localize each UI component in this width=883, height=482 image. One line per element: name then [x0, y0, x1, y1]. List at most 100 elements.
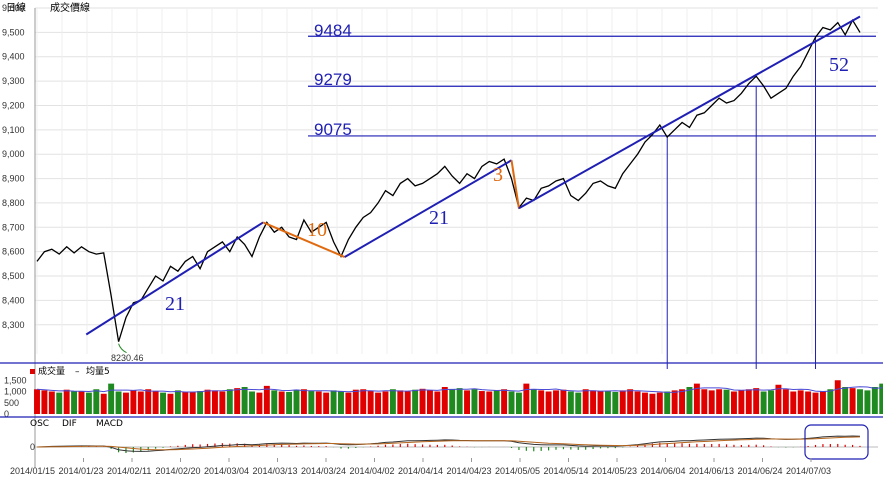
trend-line — [518, 15, 861, 210]
volume-bar — [538, 390, 545, 414]
level-label-9279: 9279 — [314, 70, 352, 89]
volume-bar — [590, 390, 597, 414]
date-tick-label: 2014/06/24 — [738, 466, 783, 476]
volume-bar — [330, 390, 337, 414]
volume-bar — [819, 391, 826, 414]
volume-bar — [85, 392, 92, 414]
level-label-9484: 9484 — [314, 21, 352, 40]
date-tick-label: 2014/04/14 — [398, 466, 443, 476]
volume-bar — [782, 389, 789, 414]
volume-bar — [419, 388, 426, 414]
date-tick-label: 2014/04/23 — [447, 466, 492, 476]
price-tick-label: 9,500 — [2, 27, 25, 37]
volume-bar — [486, 391, 493, 414]
volume-bar — [501, 389, 508, 414]
volume-bar — [249, 391, 255, 414]
volume-bar — [464, 390, 471, 414]
volume-bar — [634, 391, 641, 414]
volume-bar — [263, 385, 270, 414]
volume-tick-label: 0 — [4, 409, 9, 419]
volume-bar — [293, 389, 300, 414]
volume-bar — [545, 391, 552, 414]
volume-bar — [730, 391, 737, 414]
volume-bar — [375, 392, 382, 414]
price-tick-label: 8,500 — [2, 271, 25, 281]
volume-ma-line — [36, 386, 883, 393]
price-grid — [34, 7, 878, 468]
osc-legend-label: OSC — [30, 419, 49, 429]
volume-bar — [412, 389, 419, 414]
volume-bar — [753, 388, 760, 414]
volume-bar — [775, 384, 782, 414]
volume-bar — [716, 389, 723, 414]
volume-bar — [456, 388, 463, 414]
volume-bar — [723, 389, 730, 414]
volume-bar — [671, 390, 678, 414]
date-tick-label: 2014/07/03 — [786, 466, 831, 476]
volume-bar — [115, 391, 122, 414]
volume-legend-sep: – — [75, 367, 80, 377]
volume-bar — [441, 387, 448, 414]
price-tick-label: 8,400 — [2, 295, 25, 305]
volume-bar — [338, 391, 344, 414]
volume-bar — [471, 389, 478, 414]
date-tick-label: 2014/06/13 — [689, 466, 734, 476]
dif-legend-label: DIF — [62, 419, 77, 429]
date-tick-label: 2014/03/24 — [301, 466, 346, 476]
volume-bar — [160, 392, 167, 414]
volume-bar — [627, 389, 634, 414]
trend-lines — [85, 15, 861, 336]
volume-bar — [449, 389, 456, 414]
volume-bar — [404, 391, 411, 414]
volume-bar — [382, 391, 389, 414]
volume-bars — [34, 380, 883, 414]
volume-bar — [842, 387, 849, 414]
volume-bar — [797, 390, 804, 414]
volume-bar — [152, 391, 159, 414]
volume-bar — [834, 380, 841, 414]
date-tick-label: 2014/05/14 — [544, 466, 589, 476]
volume-legend-swatch — [30, 369, 35, 374]
volume-bar — [123, 392, 129, 414]
date-tick-label: 2014/02/11 — [107, 466, 151, 476]
volume-bar — [582, 389, 589, 414]
volume-bar — [679, 389, 686, 414]
volume-bar — [508, 391, 515, 414]
volume-bar — [145, 389, 152, 414]
volume-bar — [219, 391, 226, 414]
price-tick-label: 9,400 — [2, 52, 25, 62]
volume-bar — [41, 390, 48, 414]
price-tick-label: 8,800 — [2, 198, 25, 208]
price-tick-label: 9,200 — [2, 100, 25, 110]
volume-bar — [48, 391, 55, 414]
volume-bar — [805, 391, 812, 414]
low-marker-tick — [118, 343, 127, 354]
volume-bar — [63, 389, 70, 414]
volume-bar — [256, 392, 263, 414]
volume-bar — [745, 389, 752, 414]
macd-line — [36, 436, 861, 451]
volume-bar — [478, 391, 485, 414]
volume-bar — [642, 392, 648, 414]
date-tick-label: 2014/01/15 — [10, 466, 55, 476]
volume-bar — [664, 391, 671, 414]
trend-line — [262, 221, 346, 258]
volume-bar — [434, 391, 441, 414]
volume-bar — [426, 390, 433, 414]
macd-legend-label: MACD — [96, 419, 123, 429]
date-tick-label: 2014/03/04 — [204, 466, 249, 476]
count-label-3: 21 — [429, 207, 449, 229]
volume-bar — [271, 390, 278, 414]
volume-bar — [560, 389, 567, 414]
count-label-1: 21 — [165, 293, 185, 315]
volume-bar — [493, 390, 500, 414]
volume-bar — [108, 383, 115, 414]
volume-bar — [130, 390, 137, 414]
trend-line — [85, 221, 264, 336]
volume-bar — [182, 391, 189, 414]
volume-bar — [575, 392, 582, 414]
level-label-9075: 9075 — [314, 120, 352, 139]
volume-bar — [790, 391, 797, 414]
date-tick-label: 2014/05/23 — [592, 466, 637, 476]
volume-bar — [649, 393, 656, 414]
